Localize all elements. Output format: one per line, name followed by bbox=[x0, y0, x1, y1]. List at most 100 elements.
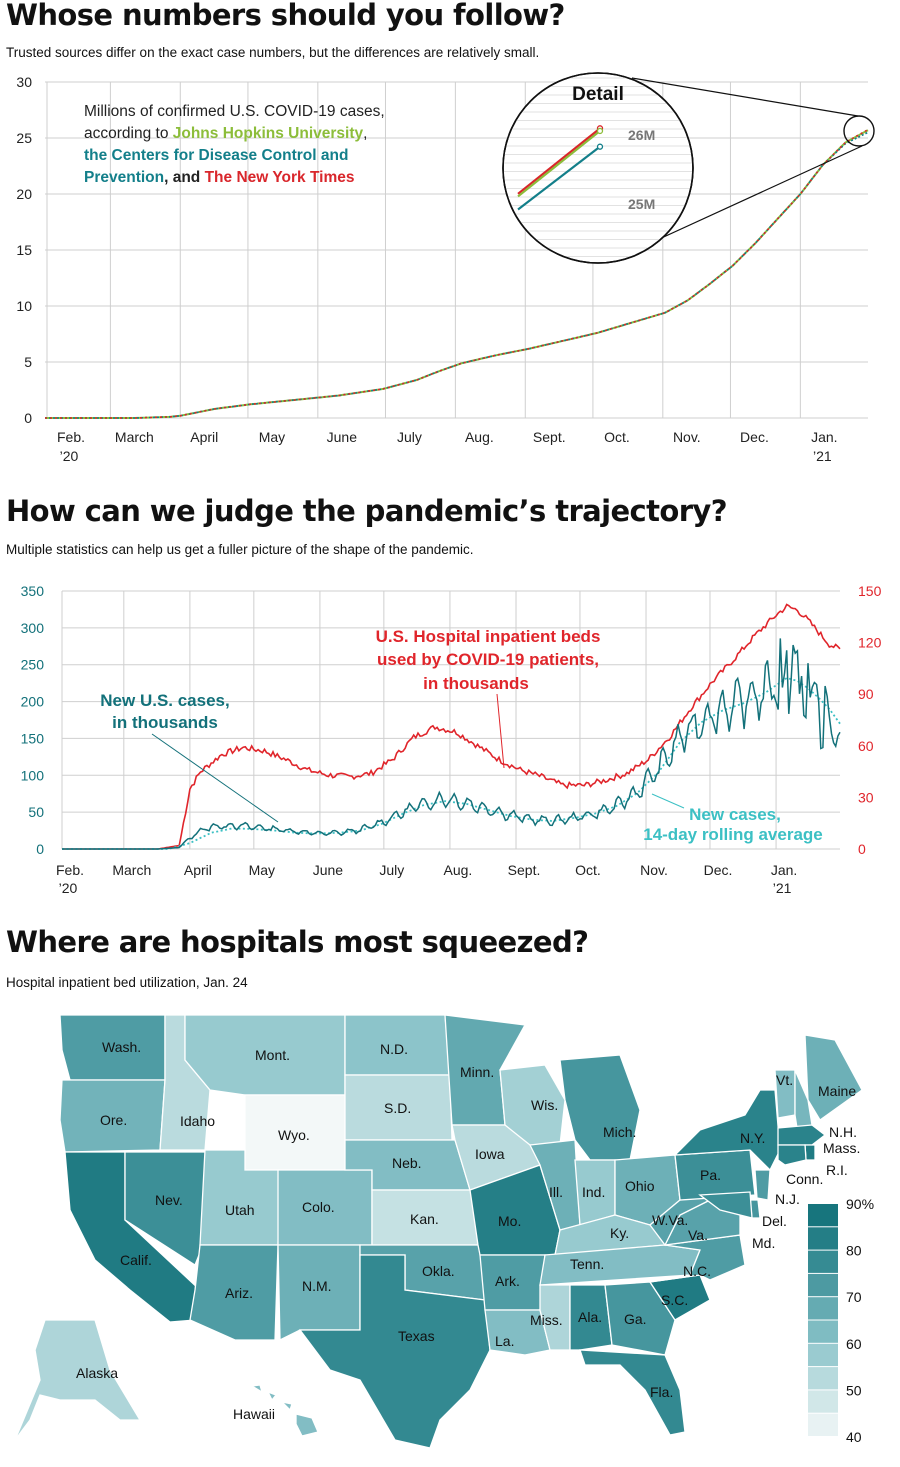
state-label: Alaska bbox=[76, 1365, 118, 1381]
utilization-legend: 90% 80 70 60 50 40 bbox=[808, 1196, 874, 1445]
chart1-annotation-comma: , bbox=[363, 125, 367, 142]
legend-nyt: The New York Times bbox=[205, 169, 355, 186]
chart1-x-tick-label: Jan. bbox=[811, 429, 837, 445]
chart2-x-tick-label: April bbox=[184, 862, 212, 878]
section2-subtitle: Multiple statistics can help us get a fu… bbox=[6, 542, 474, 557]
state-label: Nev. bbox=[155, 1192, 183, 1208]
chart2-x-tick-label: March bbox=[112, 862, 151, 878]
legend-swatch bbox=[808, 1367, 838, 1390]
section3-subtitle: Hospital inpatient bed utilization, Jan.… bbox=[6, 975, 248, 990]
state-conn bbox=[777, 1144, 807, 1166]
chart2-x-tick-label2: ’20 bbox=[59, 880, 78, 896]
state-hawaii bbox=[250, 1384, 319, 1437]
hosp-annotation-leader bbox=[496, 693, 505, 769]
legend-swatch bbox=[808, 1204, 838, 1227]
state-label: N.H. bbox=[829, 1124, 857, 1140]
state-label: Ore. bbox=[100, 1112, 127, 1128]
state-label: N.D. bbox=[380, 1041, 408, 1057]
map-states bbox=[14, 1014, 863, 1449]
chart1-annotation-line2: according to Johns Hopkins University, bbox=[84, 125, 367, 142]
legend-cdc-line2: Prevention bbox=[84, 169, 164, 186]
state-maine bbox=[804, 1034, 863, 1121]
state-label: Kan. bbox=[410, 1211, 439, 1227]
state-label: Ill. bbox=[549, 1184, 563, 1200]
chart1-y-ticks: 0 5 10 15 20 25 30 bbox=[16, 74, 32, 426]
chart2-x-tick-label: Aug. bbox=[444, 862, 473, 878]
state-label: Ky. bbox=[610, 1225, 629, 1241]
us-utilization-map: Wash. Ore. Calif. Idaho Nev. Mont. Wyo. Utah Col… bbox=[14, 1014, 874, 1449]
detail-series-endpoint bbox=[596, 127, 604, 135]
chart2-right-tick-label: 60 bbox=[858, 738, 874, 754]
chart2-gridlines bbox=[61, 590, 840, 850]
chart1-x-tick-label2: ’21 bbox=[813, 448, 832, 464]
chart1-annotation-line4: Prevention, and The New York Times bbox=[84, 169, 355, 186]
chart-trajectory: 0 50 100 150 200 250 300 350 0 30 60 90 120 150 Feb. ’… bbox=[21, 583, 882, 896]
chart1-x-tick-label: Feb. bbox=[57, 429, 85, 445]
chart1-gridlines bbox=[45, 81, 868, 419]
chart2-x-tick-label: Oct. bbox=[575, 862, 601, 878]
chart1-y-tick-label: 25 bbox=[16, 130, 32, 146]
state-label: Ala. bbox=[578, 1309, 602, 1325]
detail-connector-top bbox=[631, 77, 859, 117]
state-label: Calif. bbox=[120, 1252, 152, 1268]
state-label: Va. bbox=[688, 1227, 708, 1243]
state-label: Wis. bbox=[531, 1097, 558, 1113]
state-label: Md. bbox=[752, 1235, 775, 1251]
legend-swatch bbox=[808, 1273, 838, 1297]
chart1-x-tick-label: May bbox=[259, 429, 285, 445]
chart2-left-tick-label: 0 bbox=[36, 841, 44, 857]
avg-annotation-line1: New cases, bbox=[689, 805, 781, 824]
state-label: R.I. bbox=[826, 1162, 848, 1178]
avg-annotation-leader bbox=[651, 793, 685, 809]
chart2-x-tick-label: June bbox=[313, 862, 344, 878]
detail-series-line bbox=[517, 130, 601, 198]
legend-swatch bbox=[808, 1250, 838, 1273]
state-label: Wyo. bbox=[278, 1127, 310, 1143]
chart1-y-tick-label: 10 bbox=[16, 298, 32, 314]
rolling-average-line bbox=[62, 677, 841, 850]
state-md bbox=[698, 1191, 753, 1219]
map-labels: Wash. Ore. Calif. Idaho Nev. Mont. Wyo. Utah Col… bbox=[76, 1039, 860, 1422]
chart1-x-tick-label2: ’20 bbox=[60, 448, 79, 464]
state-label: N.J. bbox=[775, 1191, 800, 1207]
state-label: Idaho bbox=[180, 1113, 215, 1129]
state-nj bbox=[754, 1169, 771, 1201]
chart2-left-tick-label: 200 bbox=[21, 694, 45, 710]
hosp-annotation-line1: U.S. Hospital inpatient beds bbox=[376, 627, 601, 646]
chart1-x-tick-label: Aug. bbox=[465, 429, 494, 445]
state-label: Iowa bbox=[475, 1146, 505, 1162]
state-label: La. bbox=[495, 1333, 514, 1349]
state-label: N.M. bbox=[302, 1278, 332, 1294]
chart1-x-ticks: Feb. ’20 March April May June July Aug. Sept. Oct… bbox=[57, 429, 838, 464]
chart2-series bbox=[62, 603, 841, 850]
detail-title: Detail bbox=[572, 84, 624, 105]
avg-annotation-line2: 14-day rolling average bbox=[643, 825, 823, 844]
state-label: Colo. bbox=[302, 1199, 335, 1215]
cases-annotation-line2: in thousands bbox=[112, 713, 218, 732]
chart1-x-tick-label: March bbox=[115, 429, 154, 445]
chart2-right-tick-label: 150 bbox=[858, 583, 882, 599]
chart2-x-tick-label: May bbox=[249, 862, 275, 878]
state-label: Ind. bbox=[582, 1184, 605, 1200]
chart2-x-tick-label: Dec. bbox=[704, 862, 733, 878]
state-label: Utah bbox=[225, 1202, 255, 1218]
state-label: Pa. bbox=[700, 1167, 721, 1183]
detail-series-endpoint bbox=[596, 143, 604, 150]
chart2-x-tick-label: Sept. bbox=[508, 862, 541, 878]
state-ore bbox=[59, 1079, 166, 1153]
chart1-x-tick-label: June bbox=[327, 429, 358, 445]
chart-cumulative-cases: 0 5 10 15 20 25 30 Feb. ’20 March April May June Jul… bbox=[16, 72, 875, 464]
state-label: Hawaii bbox=[233, 1406, 275, 1422]
legend-jhu: Johns Hopkins University bbox=[173, 125, 364, 142]
chart2-y-ticks: 0 50 100 150 200 250 300 350 0 30 60 90 120 150 bbox=[21, 583, 882, 857]
legend-tick-label: 60 bbox=[846, 1336, 862, 1352]
state-nc bbox=[649, 1234, 746, 1283]
legend-swatch bbox=[808, 1227, 838, 1250]
state-label: N.C. bbox=[683, 1263, 711, 1279]
detail-label-25m: 25M bbox=[628, 196, 655, 212]
state-label: N.Y. bbox=[740, 1130, 765, 1146]
legend-swatch bbox=[808, 1413, 838, 1436]
state-label: Mont. bbox=[255, 1047, 290, 1063]
detail-inset-series bbox=[517, 125, 604, 211]
chart2-x-tick-label: July bbox=[379, 862, 404, 878]
